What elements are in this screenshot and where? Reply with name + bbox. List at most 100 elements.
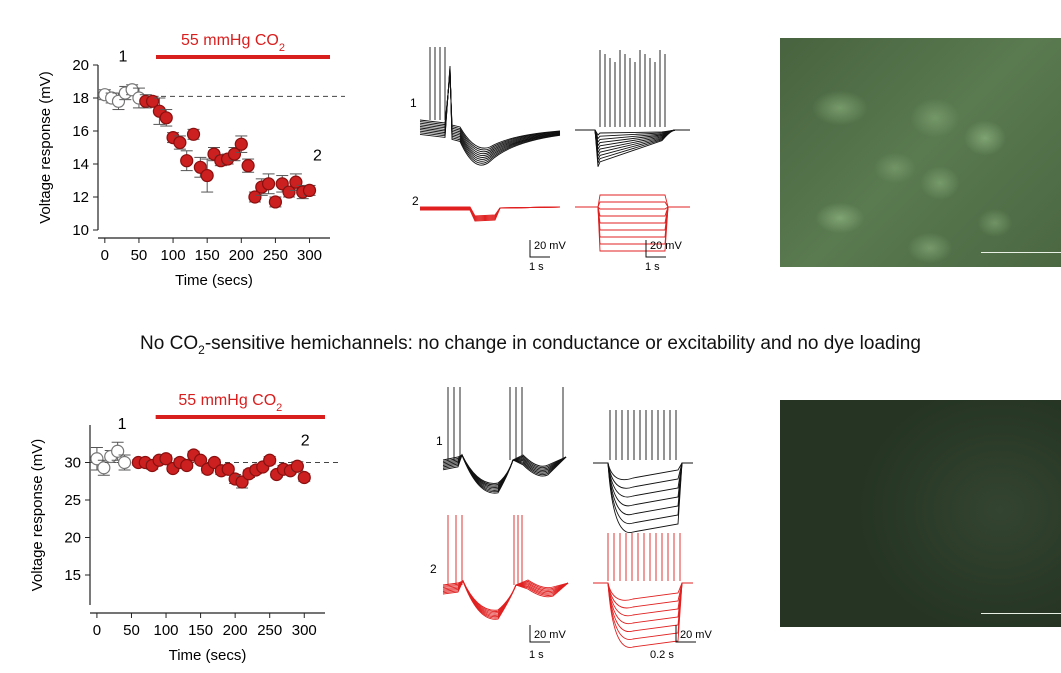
y-tick-label: 14 <box>72 156 89 173</box>
scale-bar-left: 20 mV 1 s <box>529 625 566 661</box>
y-axis-label: Voltage response (mV) <box>37 71 54 224</box>
scale-voltage-right: 20 mV <box>650 240 682 252</box>
x-tick-label: 200 <box>229 247 254 264</box>
data-point <box>248 190 262 204</box>
y-tick-label: 25 <box>64 492 81 509</box>
trace-row1-left <box>419 74 561 149</box>
trace-row1-left <box>442 453 567 491</box>
time-point-2-label: 2 <box>301 432 310 449</box>
data-point <box>234 137 248 151</box>
trace-row2-right <box>575 194 690 208</box>
trace-row1-right <box>575 129 690 167</box>
trace-row1-left <box>442 453 567 494</box>
trace-row2-right <box>593 582 693 625</box>
trace-row2-right <box>575 206 690 252</box>
trace-row2-right <box>575 201 690 208</box>
trace-row2-right <box>593 582 693 648</box>
scale-time-right: 1 s <box>645 261 660 273</box>
data-point <box>241 159 255 173</box>
data-point <box>261 177 276 191</box>
data-point <box>282 185 296 199</box>
trace-row2-right <box>575 206 690 217</box>
trace-row2-right <box>575 206 690 245</box>
data-point <box>263 453 277 467</box>
time-point-2-label: 2 <box>313 148 322 165</box>
caption-pre: No CO <box>140 333 199 354</box>
x-tick-label: 0 <box>93 622 101 639</box>
trace-row1-right <box>575 129 690 155</box>
data-point <box>302 183 317 197</box>
trace-row2-left <box>442 580 569 616</box>
x-tick-label: 250 <box>257 622 282 639</box>
data-point <box>227 147 242 161</box>
trace-row1-left <box>419 72 561 153</box>
section-caption: No CO2-sensitive hemichannels: no change… <box>0 333 1061 357</box>
time-point-1-label: 1 <box>118 49 127 66</box>
trace-row2-label: 2 <box>412 194 419 208</box>
x-tick-label: 300 <box>297 247 322 264</box>
trace-row1-label: 1 <box>410 96 417 110</box>
trace-row2-right <box>593 582 693 640</box>
scale-bar-left: 20 mV 1 s <box>529 240 566 273</box>
scale-voltage-left: 20 mV <box>534 240 566 252</box>
trace-row1-right <box>593 462 693 534</box>
treatment-label: 55 mmHg CO2 <box>178 392 282 414</box>
micrograph-no-dye <box>780 400 1061 627</box>
y-axis-label: Voltage response (mV) <box>29 439 46 592</box>
scale-bar-right: 20 mV 1 s <box>645 240 682 273</box>
data-point <box>117 455 132 470</box>
treatment-label: 55 mmHg CO2 <box>181 32 285 54</box>
trace-row1-left <box>419 69 561 158</box>
x-tick-label: 50 <box>123 622 140 639</box>
y-tick-label: 16 <box>72 123 89 140</box>
trace-group <box>442 387 693 648</box>
data-point <box>221 462 235 476</box>
data-point <box>290 459 304 473</box>
trace-row1-left <box>419 67 561 162</box>
time-point-1-label: 1 <box>118 416 127 433</box>
scale-time-left: 1 s <box>529 649 544 661</box>
trace-row2-right <box>575 206 690 231</box>
caption-sub: 2 <box>198 342 205 357</box>
y-tick-label: 15 <box>64 567 81 584</box>
data-point <box>180 154 194 168</box>
data-point <box>268 195 283 209</box>
x-axis-label: Time (secs) <box>175 272 253 289</box>
caption-post: -sensitive hemichannels: no change in co… <box>204 333 921 354</box>
micrograph-dye-loaded <box>780 38 1061 267</box>
data-point <box>200 168 214 183</box>
treatment-label-sub: 2 <box>276 402 282 414</box>
y-tick-label: 18 <box>72 90 89 107</box>
treatment-label-sub: 2 <box>279 42 285 54</box>
scale-voltage-left: 20 mV <box>534 629 566 641</box>
y-tick-label: 30 <box>64 455 81 472</box>
x-tick-label: 200 <box>223 622 248 639</box>
x-tick-label: 0 <box>101 247 109 264</box>
data-point <box>193 453 208 467</box>
x-tick-label: 150 <box>188 622 213 639</box>
y-tick-label: 20 <box>64 530 81 547</box>
trace-row2-left <box>442 580 569 615</box>
data-point <box>90 452 104 466</box>
y-tick-label: 12 <box>72 189 89 206</box>
trace-row2-left <box>442 579 569 620</box>
trace-row2-left <box>420 206 561 222</box>
data-point <box>159 452 173 466</box>
x-tick-label: 100 <box>161 247 186 264</box>
trace-row1-right <box>593 462 693 516</box>
trace-row2-left <box>442 579 569 618</box>
y-tick-label: 10 <box>72 222 89 239</box>
scale-voltage-right: 20 mV <box>680 629 712 641</box>
data-point <box>297 470 311 485</box>
data-point <box>173 135 187 150</box>
trace-row1-left <box>419 70 561 157</box>
x-tick-label: 100 <box>154 622 179 639</box>
micrograph-scale-bar <box>981 613 1061 614</box>
trace-row1-left <box>442 453 567 493</box>
scale-time-right: 0.2 s <box>650 649 674 661</box>
data-point <box>97 461 111 475</box>
x-tick-label: 50 <box>131 247 148 264</box>
x-tick-label: 300 <box>292 622 317 639</box>
scale-time-left: 1 s <box>529 261 544 273</box>
